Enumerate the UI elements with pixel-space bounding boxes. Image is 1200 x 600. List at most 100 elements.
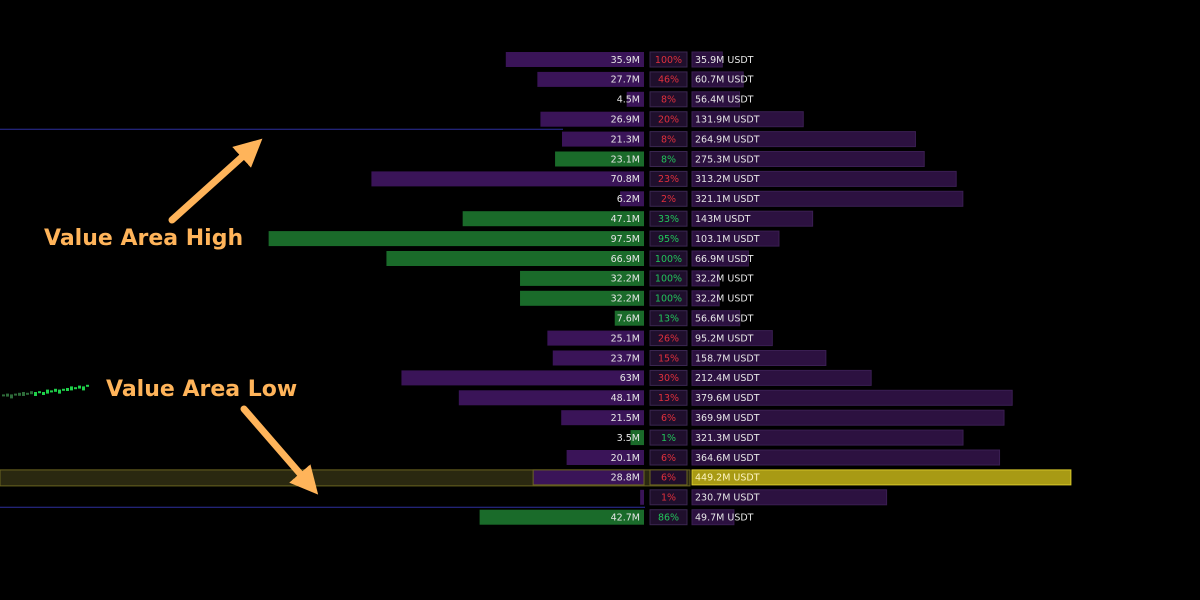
delta-bar — [555, 151, 644, 167]
delta-bar — [561, 131, 644, 147]
delta-label: 32.2M — [611, 274, 640, 285]
delta-label: 21.3M — [611, 134, 640, 145]
price-tick — [22, 392, 25, 396]
delta-bar — [371, 171, 644, 187]
volume-bar — [691, 509, 735, 526]
volume-label: 321.1M USDT — [695, 194, 760, 205]
pct-label: 15% — [658, 353, 679, 364]
delta-bar — [640, 489, 644, 505]
delta-label: 20.1M — [611, 453, 640, 464]
volume-label: 321.3M USDT — [695, 433, 760, 444]
delta-label: 42.7M — [611, 513, 640, 524]
poc-volume-bar — [691, 469, 1072, 486]
volume-label: 66.9M USDT — [695, 254, 754, 265]
pct-box — [649, 429, 688, 446]
delta-bar — [268, 231, 644, 247]
delta-bar — [386, 251, 644, 266]
price-tick — [46, 389, 49, 394]
volume-bar — [691, 230, 780, 247]
volume-bar — [691, 71, 744, 88]
pct-label: 8% — [661, 134, 676, 145]
price-tick — [18, 392, 21, 396]
delta-label: 63M — [620, 373, 640, 384]
price-tick — [78, 385, 81, 389]
pct-box — [649, 151, 688, 167]
volume-bar — [691, 409, 1005, 426]
pct-box — [649, 350, 688, 366]
price-tick — [10, 394, 13, 399]
price-tick — [82, 386, 85, 391]
delta-label: 7.6M — [617, 314, 640, 325]
price-tick — [86, 384, 89, 387]
pct-label: 2% — [661, 194, 676, 205]
price-tick — [42, 392, 45, 395]
pct-label: 100% — [655, 55, 682, 66]
val-arrow — [240, 405, 319, 495]
volume-bar — [691, 429, 964, 446]
price-tick — [62, 388, 65, 391]
volume-label: 60.7M USDT — [695, 75, 754, 86]
delta-label: 66.9M — [611, 254, 640, 265]
delta-label: 4.5M — [617, 95, 640, 106]
volume-bar — [691, 290, 720, 307]
volume-label: 56.4M USDT — [695, 95, 754, 106]
pct-box — [649, 489, 688, 506]
delta-bar — [626, 91, 644, 107]
volume-bar — [691, 170, 957, 187]
delta-label: 3.5M — [617, 433, 640, 444]
value-area-high-label: Value Area High — [44, 226, 243, 251]
delta-bar — [561, 410, 644, 426]
price-tick — [66, 388, 69, 391]
delta-bar — [532, 469, 645, 486]
volume-bar — [691, 310, 741, 327]
delta-label: 70.8M — [611, 174, 640, 185]
row-backgrounds-layer — [0, 469, 691, 487]
price-tick — [2, 394, 5, 397]
pct-box — [649, 449, 688, 466]
pct-label: 6% — [661, 453, 676, 464]
poc-row-band — [0, 469, 691, 487]
price-tick — [54, 388, 57, 392]
pct-label: 1% — [661, 433, 676, 444]
volume-label: 313.2M USDT — [695, 174, 760, 185]
delta-label: 27.7M — [611, 75, 640, 86]
delta-bar — [547, 330, 644, 346]
delta-bar — [462, 211, 644, 227]
price-tick — [26, 392, 29, 395]
pct-label: 86% — [658, 513, 679, 524]
pct-box — [649, 389, 688, 406]
price-tick — [50, 390, 53, 393]
delta-bar — [620, 191, 644, 207]
delta-bar — [505, 52, 644, 67]
delta-bar — [540, 111, 644, 127]
volume-bar — [691, 350, 827, 366]
pct-box — [649, 409, 688, 426]
price-tick — [74, 387, 77, 390]
delta-label: 26.9M — [611, 115, 640, 126]
delta-label: 23.7M — [611, 353, 640, 364]
volume-bar — [691, 190, 964, 207]
volume-bar — [691, 489, 888, 506]
volume-label: 32.2M USDT — [695, 274, 754, 285]
price-tick — [70, 386, 73, 391]
delta-label: 25.1M — [611, 333, 640, 344]
delta-label: 6.2M — [617, 194, 640, 205]
pct-box — [649, 91, 688, 108]
value-area-low-label: Value Area Low — [106, 377, 297, 402]
volume-label: 212.4M USDT — [695, 373, 760, 384]
volume-bar — [691, 111, 804, 128]
pct-box — [649, 230, 688, 247]
volume-label: 95.2M USDT — [695, 333, 754, 344]
pct-label: 6% — [661, 413, 676, 424]
pct-label: 46% — [658, 75, 679, 86]
pct-box — [649, 250, 688, 267]
delta-bar — [458, 390, 644, 406]
pct-box — [649, 469, 688, 486]
pct-box — [649, 71, 688, 88]
price-tick — [6, 393, 9, 397]
volume-bar — [691, 330, 773, 347]
pct-label: 1% — [661, 493, 676, 504]
pct-box — [649, 509, 688, 526]
volume-bar — [691, 131, 916, 148]
